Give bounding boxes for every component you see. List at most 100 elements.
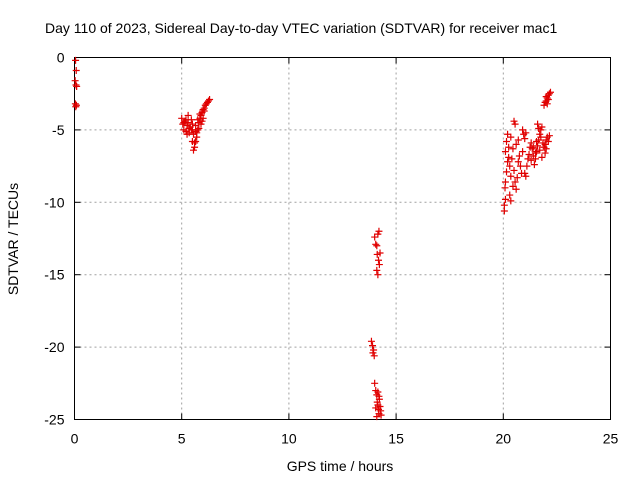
data-point	[541, 149, 549, 157]
data-point	[189, 146, 197, 154]
data-point	[538, 123, 546, 131]
data-point	[193, 129, 201, 137]
data-point	[528, 145, 536, 153]
y-tick-label: -20	[44, 339, 64, 355]
chart-title: Day 110 of 2023, Sidereal Day-to-day VTE…	[45, 20, 557, 36]
y-axis-label: SDTVAR / TECUs	[5, 183, 21, 295]
data-point	[72, 67, 80, 75]
x-tick-label: 25	[603, 431, 619, 447]
data-point	[531, 149, 539, 157]
data-point	[507, 172, 515, 180]
data-point	[543, 100, 551, 108]
data-point	[504, 158, 512, 166]
data-point	[501, 148, 509, 156]
data-point	[542, 93, 550, 101]
data-point	[188, 126, 196, 134]
y-tick-label: 0	[57, 50, 65, 66]
data-point	[375, 392, 383, 400]
data-point	[542, 145, 550, 153]
data-point	[503, 168, 511, 176]
data-point	[507, 133, 515, 141]
data-point	[375, 227, 383, 235]
data-point	[184, 111, 192, 119]
data-point	[72, 81, 80, 89]
data-point	[192, 127, 200, 135]
data-point	[513, 174, 521, 182]
data-point	[535, 124, 543, 132]
data-point	[544, 137, 552, 145]
plot-frame	[74, 57, 611, 420]
data-point	[375, 256, 383, 264]
x-tick-label: 15	[388, 431, 404, 447]
data-point	[524, 155, 532, 163]
data-point	[546, 88, 554, 96]
data-point	[501, 195, 509, 203]
data-point	[509, 182, 517, 190]
y-tick-label: -5	[52, 122, 65, 138]
data-point	[374, 388, 382, 396]
data-point	[372, 404, 380, 412]
data-point	[506, 191, 514, 199]
data-point	[369, 342, 377, 350]
data-point	[523, 162, 531, 170]
data-point	[372, 240, 380, 248]
data-point	[516, 162, 524, 170]
data-point	[538, 153, 546, 161]
data-point	[375, 261, 383, 269]
data-point	[196, 110, 204, 118]
data-point	[509, 145, 517, 153]
x-tick-labels: 0 5 10 15 20 25	[71, 431, 619, 447]
data-point	[72, 101, 80, 109]
data-points	[71, 56, 554, 421]
x-tick-label: 5	[178, 431, 186, 447]
data-point	[537, 133, 545, 141]
data-point	[194, 116, 202, 124]
data-point	[206, 95, 214, 103]
data-point	[527, 139, 535, 147]
data-point	[514, 158, 522, 166]
y-tick-label: -25	[44, 412, 64, 428]
data-point	[511, 120, 519, 128]
y-tick-labels: 0 -5 -10 -15 -20 -25	[44, 50, 64, 428]
data-point	[374, 271, 382, 279]
data-point	[72, 103, 80, 111]
data-point	[525, 151, 533, 159]
data-point	[534, 142, 542, 150]
data-point	[530, 161, 538, 169]
y-tick-label: -10	[44, 194, 64, 210]
data-point	[503, 137, 511, 145]
data-point	[71, 77, 79, 85]
data-point	[533, 137, 541, 145]
data-point	[536, 146, 544, 154]
data-point	[500, 201, 508, 209]
data-point	[534, 120, 542, 128]
data-point	[501, 178, 509, 186]
data-point	[371, 379, 379, 387]
data-point	[508, 155, 516, 163]
grid	[74, 57, 611, 420]
data-point	[73, 82, 81, 90]
data-point	[505, 143, 513, 151]
data-point	[367, 337, 375, 345]
data-point	[514, 136, 522, 144]
data-point	[373, 266, 381, 274]
data-point	[183, 130, 191, 138]
data-point	[376, 249, 384, 257]
x-axis-label: GPS time / hours	[287, 458, 394, 474]
y-tick-label: -15	[44, 267, 64, 283]
data-point	[182, 116, 190, 124]
data-point	[370, 352, 378, 360]
data-point	[507, 197, 515, 205]
data-point	[505, 153, 513, 161]
data-point	[521, 135, 529, 143]
data-point	[200, 107, 208, 115]
data-point	[512, 140, 520, 148]
data-point	[181, 117, 189, 125]
data-point	[506, 162, 514, 170]
data-point	[373, 413, 381, 421]
data-point	[199, 106, 207, 114]
data-point	[515, 152, 523, 160]
x-tick-label: 0	[71, 431, 79, 447]
data-point	[205, 97, 212, 105]
